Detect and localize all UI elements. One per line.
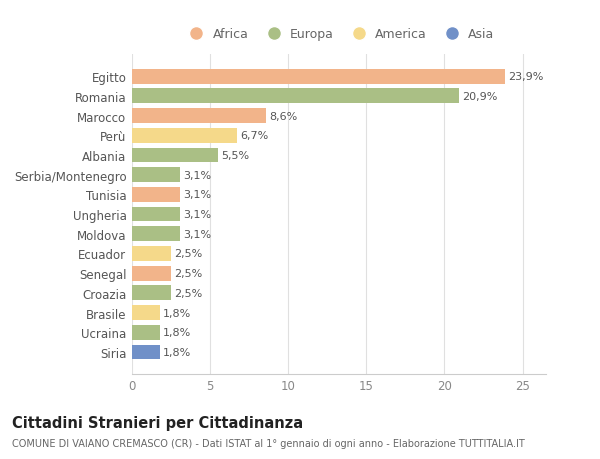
Bar — [132, 148, 218, 163]
Text: 8,6%: 8,6% — [269, 111, 298, 121]
Bar — [132, 227, 181, 241]
Text: 3,1%: 3,1% — [184, 210, 212, 219]
Text: 5,5%: 5,5% — [221, 151, 249, 161]
Bar — [132, 109, 266, 123]
Text: 3,1%: 3,1% — [184, 190, 212, 200]
Bar — [132, 286, 171, 301]
Bar — [132, 188, 181, 202]
Text: 1,8%: 1,8% — [163, 308, 191, 318]
Bar — [132, 168, 181, 183]
Bar — [132, 266, 171, 281]
Text: 1,8%: 1,8% — [163, 347, 191, 357]
Text: 1,8%: 1,8% — [163, 328, 191, 337]
Bar — [132, 207, 181, 222]
Text: 2,5%: 2,5% — [174, 288, 202, 298]
Bar — [132, 70, 505, 84]
Text: 6,7%: 6,7% — [240, 131, 268, 141]
Bar — [132, 306, 160, 320]
Text: 2,5%: 2,5% — [174, 249, 202, 259]
Bar — [132, 246, 171, 261]
Text: 3,1%: 3,1% — [184, 170, 212, 180]
Bar — [132, 345, 160, 359]
Bar — [132, 325, 160, 340]
Text: COMUNE DI VAIANO CREMASCO (CR) - Dati ISTAT al 1° gennaio di ogni anno - Elabora: COMUNE DI VAIANO CREMASCO (CR) - Dati IS… — [12, 438, 525, 448]
Bar — [132, 129, 236, 143]
Text: 23,9%: 23,9% — [509, 72, 544, 82]
Bar — [132, 89, 458, 104]
Text: Cittadini Stranieri per Cittadinanza: Cittadini Stranieri per Cittadinanza — [12, 415, 303, 431]
Text: 20,9%: 20,9% — [461, 92, 497, 101]
Legend: Africa, Europa, America, Asia: Africa, Europa, America, Asia — [179, 23, 499, 46]
Text: 2,5%: 2,5% — [174, 269, 202, 279]
Text: 3,1%: 3,1% — [184, 229, 212, 239]
